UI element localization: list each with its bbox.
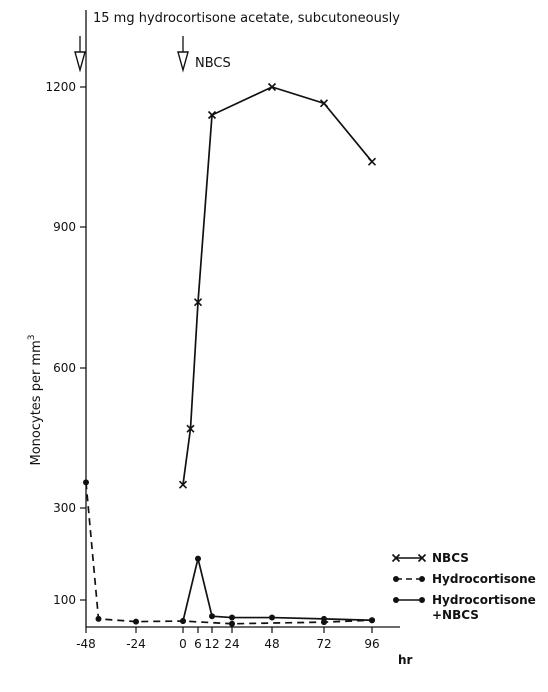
x-tick-label: 6 (194, 637, 202, 651)
data-point-dot (209, 613, 215, 620)
data-point-x-stroke (193, 298, 203, 307)
x-tick-label: -24 (126, 637, 146, 651)
data-point-x (319, 99, 329, 108)
x-tick-label: 72 (316, 637, 331, 651)
data-point-dot (393, 576, 399, 582)
y-tick-label: 600 (53, 361, 76, 375)
data-point-x-stroke (267, 82, 277, 92)
data-point-dot (195, 555, 201, 562)
data-point-dot (83, 479, 89, 486)
series (83, 82, 377, 627)
data-point-x-stroke (367, 157, 377, 166)
data-point-x-stroke (417, 553, 427, 563)
data-point-x (367, 157, 377, 166)
data-point-dot (419, 576, 425, 582)
x-tick-label: 96 (364, 637, 379, 651)
data-point-x-stroke (207, 110, 217, 120)
data-point-x (193, 298, 203, 307)
series-line (85, 482, 373, 625)
annotations: 15 mg hydrocortisone acetate, subcutoneo… (93, 11, 400, 71)
data-point-dot (419, 597, 425, 603)
data-point-x-stroke (186, 424, 195, 433)
data-point-x (207, 110, 217, 120)
y-tick-label: 100 (53, 593, 76, 607)
data-point-x (267, 82, 277, 92)
data-point-x (178, 480, 188, 489)
x-tick-label: -48 (76, 637, 96, 651)
legend-label-line: Hydrocortisone (432, 593, 536, 607)
x-tick-label: 12 (204, 637, 219, 651)
data-point-dot (133, 618, 139, 625)
x-axis-label: hr (398, 653, 413, 667)
data-point-x (417, 553, 427, 563)
data-point-dot (180, 618, 186, 625)
x-tick-label: 48 (264, 637, 279, 651)
annotation-hydrocortisone: 15 mg hydrocortisone acetate, subcutoneo… (93, 11, 400, 26)
legend-label-line: NBCS (432, 551, 469, 565)
x-tick-label: 24 (224, 637, 239, 651)
series-hydrocortisone (83, 479, 375, 627)
data-point-x (186, 424, 195, 433)
data-point-dot (393, 597, 399, 603)
legend-label: NBCS (432, 551, 469, 565)
data-point-dot (95, 615, 102, 622)
data-point-x (391, 553, 401, 563)
legend-label: Hydrocortisone +NBCS (432, 593, 536, 622)
y-tick-label: 900 (53, 220, 76, 234)
annotation-nbcs: NBCS (195, 56, 231, 71)
x-tick-label: 0 (179, 637, 187, 651)
legend-label-line: Hydrocortisone (432, 572, 536, 586)
data-point-dot (229, 614, 235, 621)
data-point-dot (321, 615, 327, 622)
y-tick-label: 1200 (45, 80, 76, 94)
data-point-x-stroke (178, 480, 188, 489)
y-axis-label: Monocytes per mm3 (27, 335, 44, 466)
data-point-dot (229, 620, 235, 627)
y-tick-label: 300 (53, 501, 76, 515)
data-point-dot (369, 617, 375, 624)
annotation-arrowhead (177, 51, 189, 73)
annotation-arrowhead (74, 51, 86, 73)
legend-label-line: +NBCS (432, 608, 479, 622)
series-nbcs (178, 82, 377, 489)
data-point-x-stroke (319, 99, 329, 108)
series-line (182, 86, 373, 485)
data-point-x-stroke (391, 553, 401, 563)
series-hydrocortisone-plus-nbcs (180, 555, 375, 625)
axes (74, 10, 400, 628)
legend-label: Hydrocortisone (432, 572, 536, 586)
series-line (182, 558, 373, 622)
ticks: 100 300 600 900 1200 -48 -24 0 6 12 24 48 72 96 (45, 80, 379, 651)
data-point-dot (269, 614, 275, 621)
